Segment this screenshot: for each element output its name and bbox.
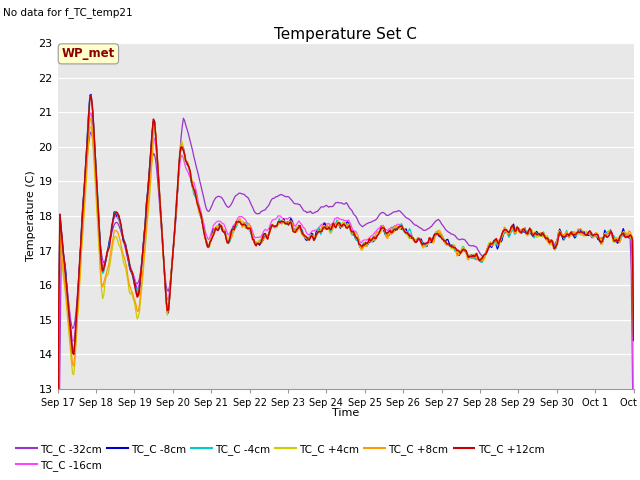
Text: No data for f_TC_temp21: No data for f_TC_temp21 xyxy=(3,7,133,18)
X-axis label: Time: Time xyxy=(332,408,359,418)
Text: WP_met: WP_met xyxy=(62,48,115,60)
Y-axis label: Temperature (C): Temperature (C) xyxy=(26,170,36,262)
Legend: TC_C -32cm, TC_C -16cm, TC_C -8cm, TC_C -4cm, TC_C +4cm, TC_C +8cm, TC_C +12cm: TC_C -32cm, TC_C -16cm, TC_C -8cm, TC_C … xyxy=(12,439,548,475)
Title: Temperature Set C: Temperature Set C xyxy=(274,27,417,42)
